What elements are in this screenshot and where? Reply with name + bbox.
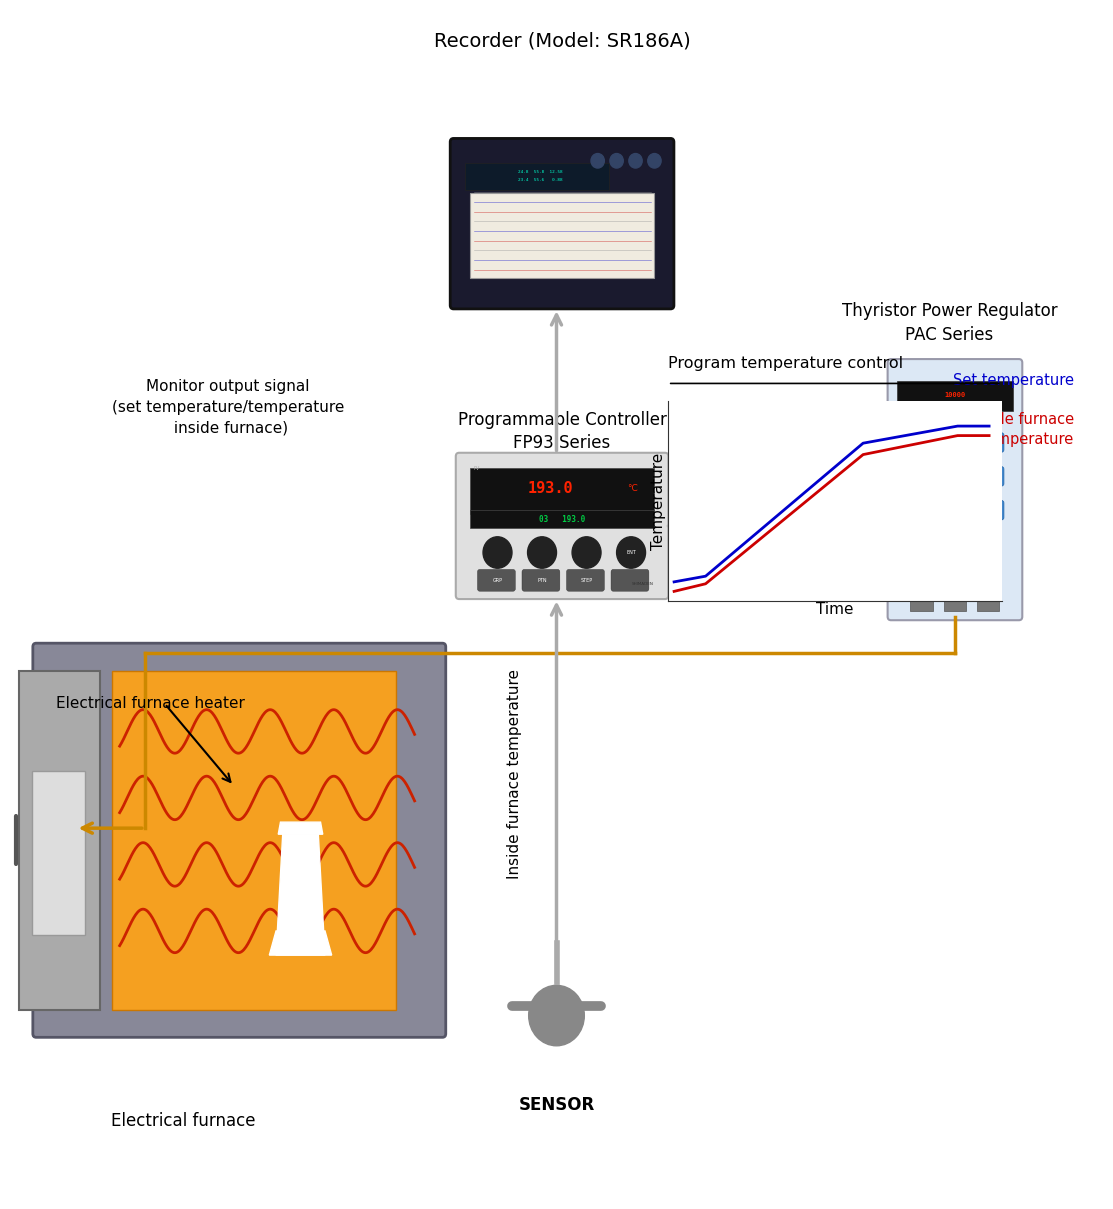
FancyBboxPatch shape bbox=[112, 671, 396, 1010]
Text: °C: °C bbox=[627, 484, 638, 493]
FancyBboxPatch shape bbox=[944, 577, 966, 611]
Circle shape bbox=[572, 537, 601, 568]
Text: 193.0: 193.0 bbox=[529, 481, 573, 496]
Polygon shape bbox=[269, 931, 332, 955]
Circle shape bbox=[629, 154, 642, 168]
Text: Inside furnace
temperature: Inside furnace temperature bbox=[969, 412, 1074, 446]
FancyBboxPatch shape bbox=[471, 468, 654, 514]
FancyBboxPatch shape bbox=[456, 453, 668, 600]
Text: Thyristor Power Regulator
PAC Series: Thyristor Power Regulator PAC Series bbox=[841, 302, 1057, 343]
Text: 24.8  55.8  12.58: 24.8 55.8 12.58 bbox=[518, 170, 562, 174]
Circle shape bbox=[528, 537, 556, 568]
FancyBboxPatch shape bbox=[567, 569, 604, 591]
FancyBboxPatch shape bbox=[31, 771, 85, 935]
Text: 10000: 10000 bbox=[944, 393, 966, 398]
Text: PTN: PTN bbox=[538, 578, 546, 583]
FancyBboxPatch shape bbox=[975, 467, 1004, 486]
FancyBboxPatch shape bbox=[910, 577, 933, 611]
FancyBboxPatch shape bbox=[33, 643, 445, 1037]
Text: SENSOR: SENSOR bbox=[519, 1097, 594, 1113]
Text: 03   193.0: 03 193.0 bbox=[539, 515, 585, 525]
Text: SHIMADEN: SHIMADEN bbox=[631, 582, 653, 586]
FancyBboxPatch shape bbox=[897, 429, 986, 538]
FancyBboxPatch shape bbox=[897, 381, 1013, 411]
Text: STEP: STEP bbox=[581, 578, 592, 583]
FancyBboxPatch shape bbox=[977, 577, 999, 611]
FancyBboxPatch shape bbox=[477, 569, 515, 591]
Text: Monitor output signal
(set temperature/temperature
 inside furnace): Monitor output signal (set temperature/t… bbox=[112, 378, 344, 436]
FancyBboxPatch shape bbox=[975, 433, 1004, 452]
Circle shape bbox=[610, 154, 623, 168]
Circle shape bbox=[483, 537, 512, 568]
X-axis label: Time: Time bbox=[816, 602, 854, 618]
Text: GRP: GRP bbox=[493, 578, 502, 583]
Circle shape bbox=[617, 537, 646, 568]
Text: Set temperature: Set temperature bbox=[953, 374, 1074, 388]
Text: Programmable Controller
FP93 Series: Programmable Controller FP93 Series bbox=[457, 411, 667, 452]
Text: Program temperature control: Program temperature control bbox=[668, 357, 903, 371]
FancyBboxPatch shape bbox=[888, 359, 1022, 620]
Circle shape bbox=[648, 154, 661, 168]
Text: Control signal
(4–20 mA DC): Control signal (4–20 mA DC) bbox=[748, 559, 854, 595]
Polygon shape bbox=[276, 834, 325, 955]
FancyBboxPatch shape bbox=[975, 501, 1004, 520]
Text: PV: PV bbox=[474, 467, 480, 472]
Text: Electrical furnace: Electrical furnace bbox=[111, 1112, 256, 1129]
Circle shape bbox=[591, 154, 604, 168]
FancyBboxPatch shape bbox=[471, 193, 654, 278]
FancyBboxPatch shape bbox=[471, 510, 654, 528]
FancyBboxPatch shape bbox=[20, 671, 100, 1010]
Text: Recorder (Model: SR186A): Recorder (Model: SR186A) bbox=[434, 31, 690, 51]
Circle shape bbox=[529, 985, 584, 1046]
Text: 23.4  55.6   0.88: 23.4 55.6 0.88 bbox=[518, 179, 562, 183]
Polygon shape bbox=[278, 822, 323, 834]
FancyBboxPatch shape bbox=[522, 569, 560, 591]
Y-axis label: Temperature: Temperature bbox=[651, 452, 667, 550]
Text: ENT: ENT bbox=[627, 550, 636, 555]
FancyBboxPatch shape bbox=[450, 139, 673, 310]
Text: Electrical furnace heater: Electrical furnace heater bbox=[56, 696, 245, 711]
FancyBboxPatch shape bbox=[465, 163, 610, 190]
Text: Inside furnace temperature: Inside furnace temperature bbox=[506, 669, 522, 879]
FancyBboxPatch shape bbox=[611, 569, 649, 591]
